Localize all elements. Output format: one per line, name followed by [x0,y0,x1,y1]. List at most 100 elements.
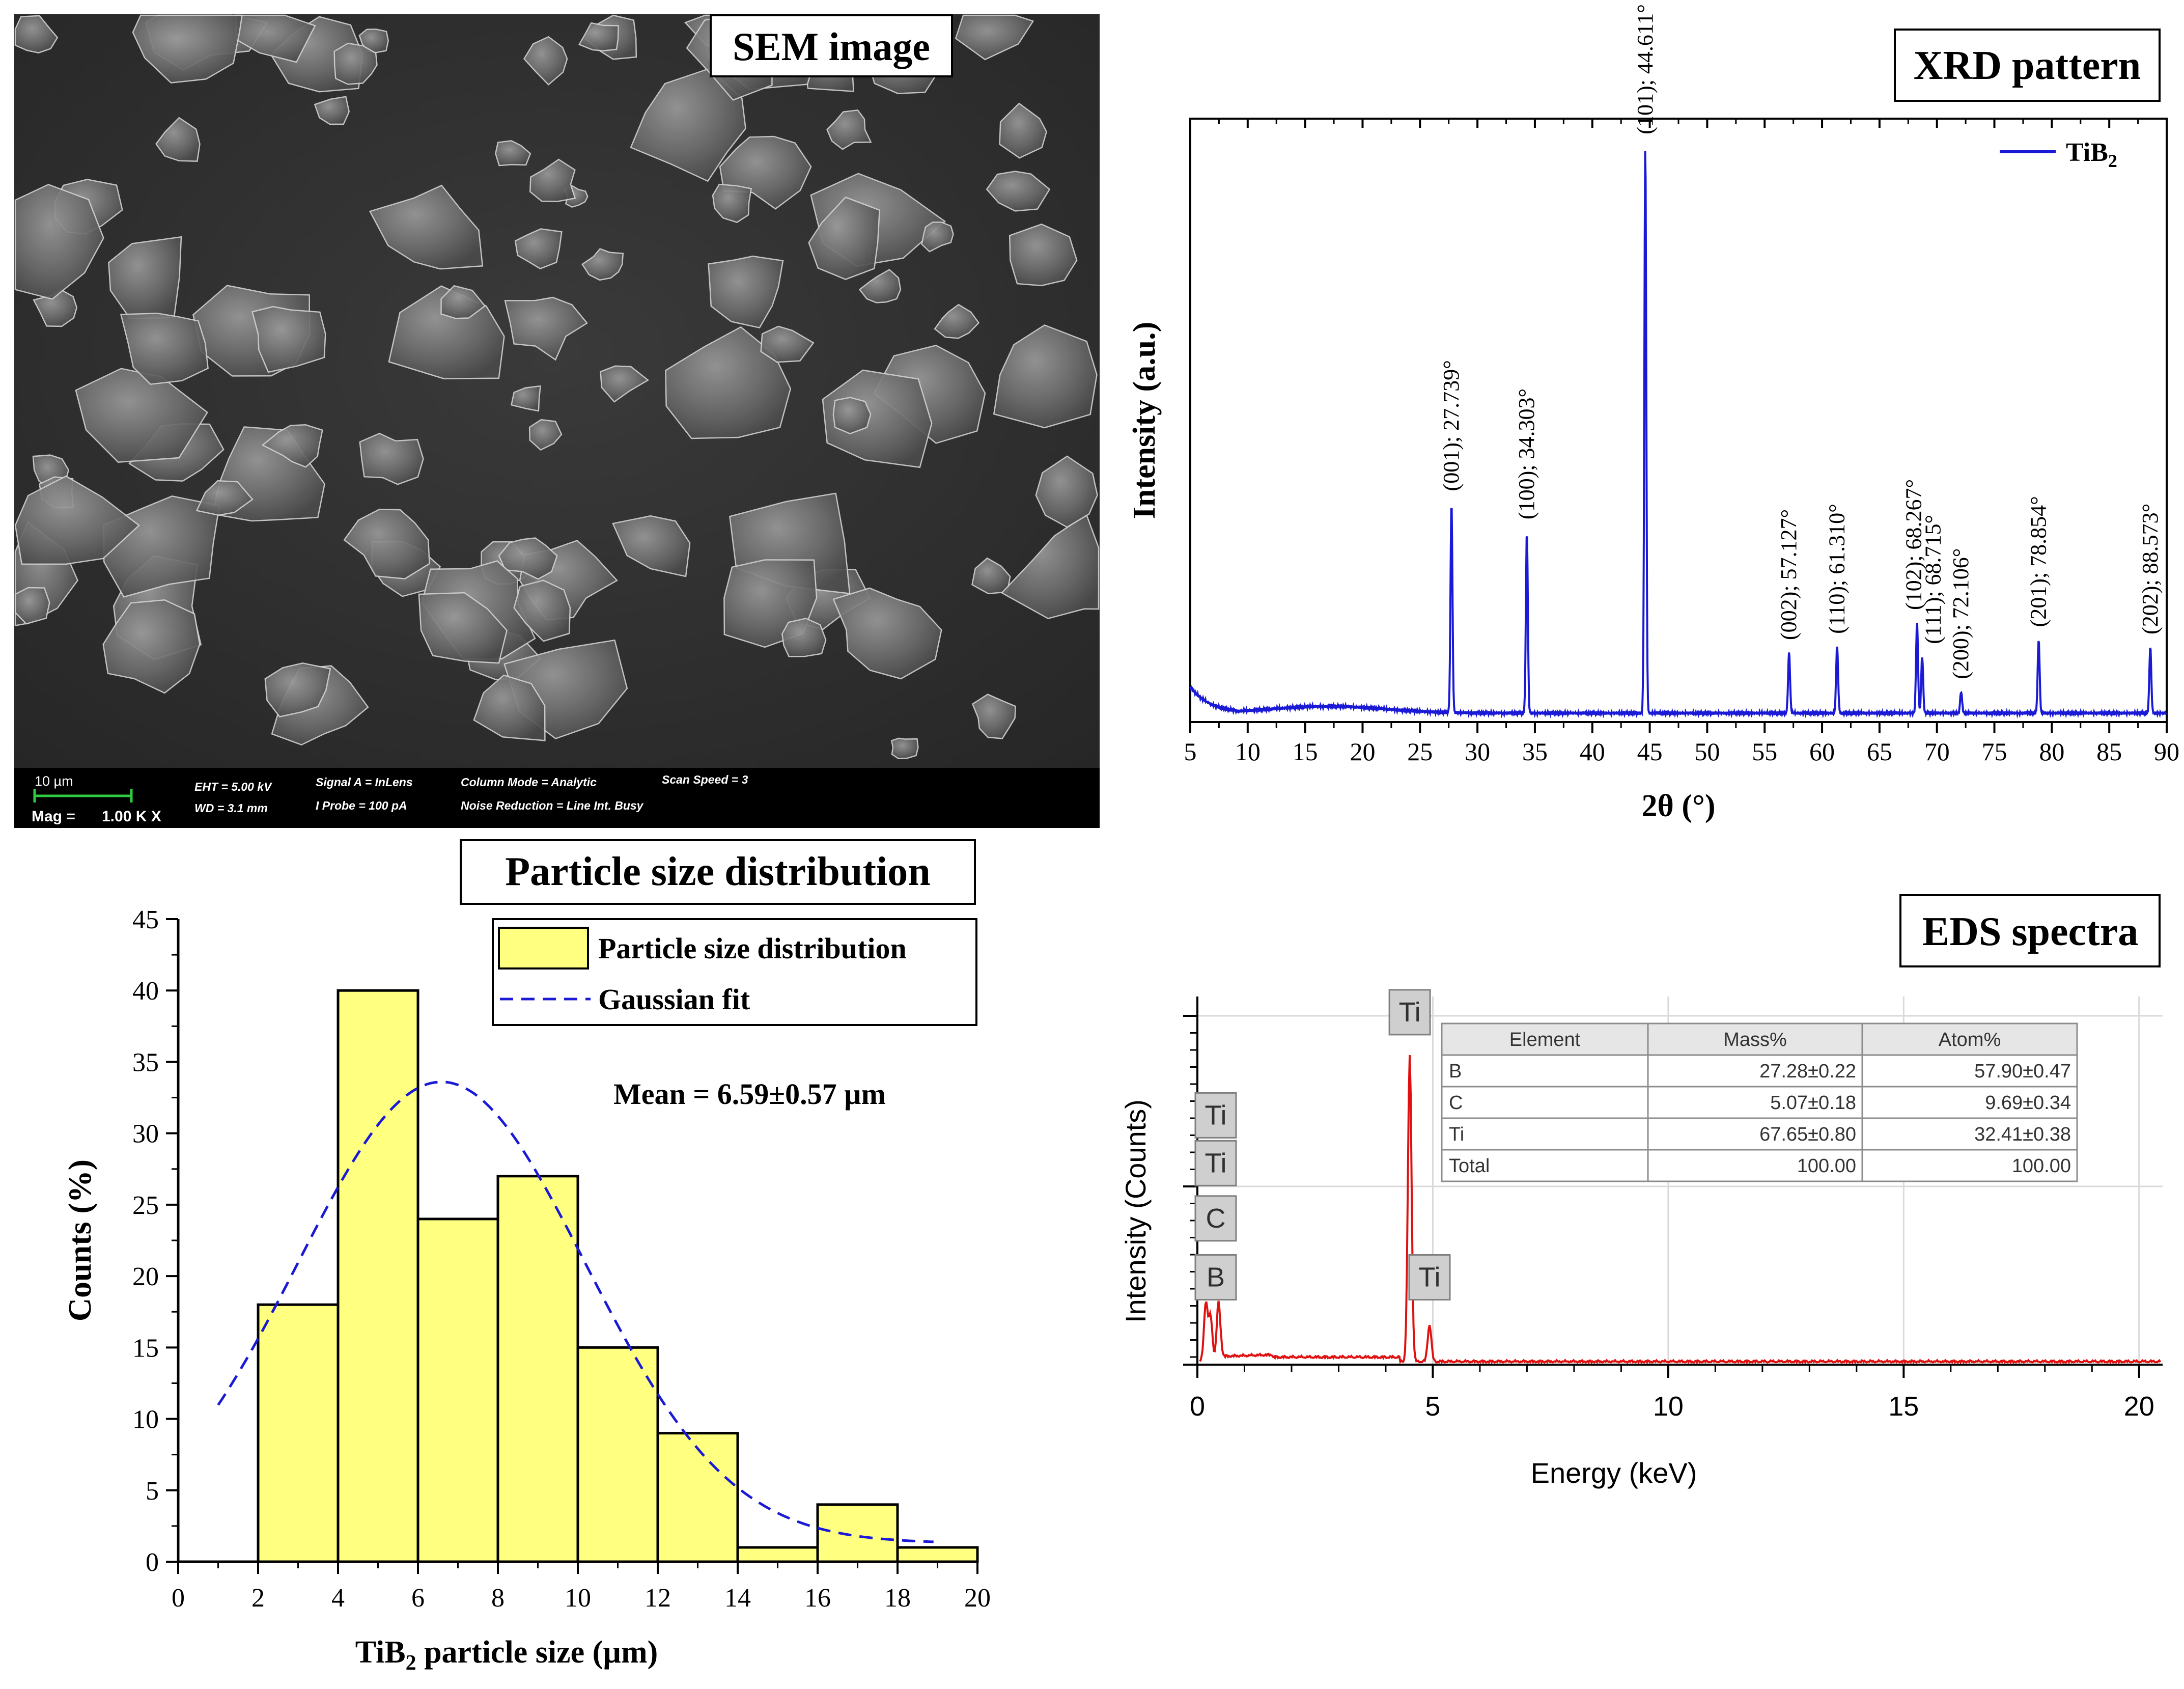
eds-table-cell: 32.41±0.38 [1974,1124,2071,1145]
sem-particle [155,117,201,162]
xrd-x-tick-label: 60 [1809,737,1835,766]
sem-particle [1035,455,1098,528]
xrd-peak-label: (102); 68.267° [1901,479,1926,610]
eds-table-cell: B [1449,1061,1462,1082]
eds-title-box [1899,894,2161,967]
eds-x-axis-label: Energy (keV) [1531,1457,1697,1489]
eds-peak-tag-label: Ti [1399,997,1421,1028]
psd-bar [896,1546,979,1563]
sem-particle [612,515,691,577]
sem-particle [359,432,424,485]
sem-particle [14,475,140,565]
eds-table-row [1441,1054,2078,1088]
psd-x-tick-label: 0 [172,1584,185,1613]
xrd-peak-label: (110); 61.310° [1825,504,1850,634]
psd-x-axis-label: TiB2 particle size (µm) [355,1635,658,1675]
xrd-title-box [1894,29,2161,102]
eds-peak-tag-label: Ti [1205,1148,1227,1178]
sem-particle [955,14,1034,61]
sem-probe: I Probe = 100 pA [316,799,407,812]
xrd-x-tick-label: 65 [1867,737,1892,766]
sem-particle [14,15,59,53]
eds-x-tick-label: 15 [1888,1391,1919,1422]
sem-particle [971,694,1016,739]
sem-particle [514,228,563,269]
sem-particle [921,221,954,253]
xrd-peak-label: (202); 88.573° [2138,504,2163,634]
xrd-axes-frame [1189,118,2168,723]
sem-particle [528,419,563,451]
sem-particle [33,289,78,327]
sem-particles [14,14,1100,759]
sem-particle [358,29,389,53]
xrd-x-tick-label: 70 [1924,737,1950,766]
eds-peak-tag-label: C [1206,1203,1226,1234]
xrd-x-tick-label: 5 [1184,737,1197,766]
sem-particle [826,109,872,150]
psd-bar [416,1217,499,1563]
xrd-x-tick-label: 50 [1694,737,1720,766]
eds-peak-tag-label: Ti [1205,1100,1227,1130]
eds-x-tick-label: 10 [1653,1391,1684,1422]
sem-particle [712,183,752,223]
xrd-x-tick-label: 15 [1293,737,1318,766]
sem-particle [708,255,784,329]
eds-plot-area: 0 5 10 15 20 Energy (keV) Intensity (Counts) Ti… [1119,989,2163,1489]
psd-x-tick-label: 4 [331,1584,345,1613]
xrd-peak-label: (111); 68.715° [1921,515,1946,644]
sem-particle [858,268,902,303]
sem-title-box [710,14,953,77]
psd-y-tick-label: 5 [146,1477,159,1506]
eds-table-cell: 9.69±0.34 [1985,1092,2071,1114]
psd-x-tick-label: 2 [251,1584,265,1613]
psd-x-axis-label-part: TiB [355,1635,406,1670]
eds-peak-tag [1388,989,1431,1036]
psd-legend-bar-swatch [498,927,589,970]
psd-mean-annotation: Mean = 6.59±0.57 µm [613,1077,886,1111]
psd-x-tick-label: 18 [884,1584,911,1613]
psd-y-axis-label: Counts (%) [62,1159,98,1321]
sem-particle [473,674,546,741]
sem-particle [333,42,378,85]
psd-plot-area: 0 2 4 6 8 10 12 14 16 18 20 0 5 10 15 20 25 30 35 40 45 TiB2 … [62,905,991,1675]
sem-eht: EHT = 5.00 kV [194,780,272,793]
xrd-peak-label: (200); 72.106° [1948,548,1973,679]
xrd-peak-label: (001); 27.739° [1439,360,1464,491]
psd-x-axis-label-part: particle size (µm) [416,1635,658,1670]
eds-x-tick-label: 20 [2124,1391,2154,1422]
xrd-peak-label: (002); 57.127° [1776,509,1801,640]
eds-table-cell: C [1449,1092,1463,1114]
eds-peak-tag-label: B [1207,1262,1225,1292]
psd-bar [576,1346,659,1563]
psd-y-tick-label: 10 [132,1405,159,1434]
sem-particle [132,14,243,84]
xrd-x-axis-label: 2θ (°) [1642,789,1716,823]
psd-bar [736,1546,819,1563]
eds-composition-table: Element Mass% Atom% B 27.28±0.22 57.90±0.47 C 5… [1441,1022,2078,1182]
sem-particle [781,618,827,657]
eds-table-header-bg [1441,1022,2078,1056]
psd-legend-label: Gaussian fit [598,983,750,1016]
eds-peak-tag [1194,1140,1237,1186]
eds-peak-tag-label: Ti [1418,1262,1440,1292]
sem-particle [760,325,815,363]
sem-panel: 10 µm Mag = 1.00 K X EHT = 5.00 kV WD = … [14,14,1100,828]
psd-title-box [460,839,976,905]
eds-table-row [1441,1086,2078,1119]
sem-particle [1000,513,1100,620]
eds-table-cell: 67.65±0.80 [1759,1124,1856,1145]
xrd-legend-label: TiB2 [2066,138,2117,171]
psd-x-tick-label: 8 [491,1584,505,1613]
sem-signal: Signal A = InLens [316,776,413,789]
sem-particle [418,592,508,664]
psd-y-tick-label: 45 [132,905,159,934]
sem-particle [513,579,571,642]
xrd-x-tick-label: 40 [1580,737,1605,766]
sem-particle [832,587,942,680]
xrd-series-line [1189,151,2167,718]
xrd-x-tick-label: 25 [1407,737,1433,766]
eds-table-cell: 100.00 [1797,1155,1856,1177]
eds-table-header: Element [1509,1029,1581,1050]
psd-y-tick-label: 20 [132,1262,159,1291]
eds-y-axis-label: Intensity (Counts) [1119,1099,1152,1323]
